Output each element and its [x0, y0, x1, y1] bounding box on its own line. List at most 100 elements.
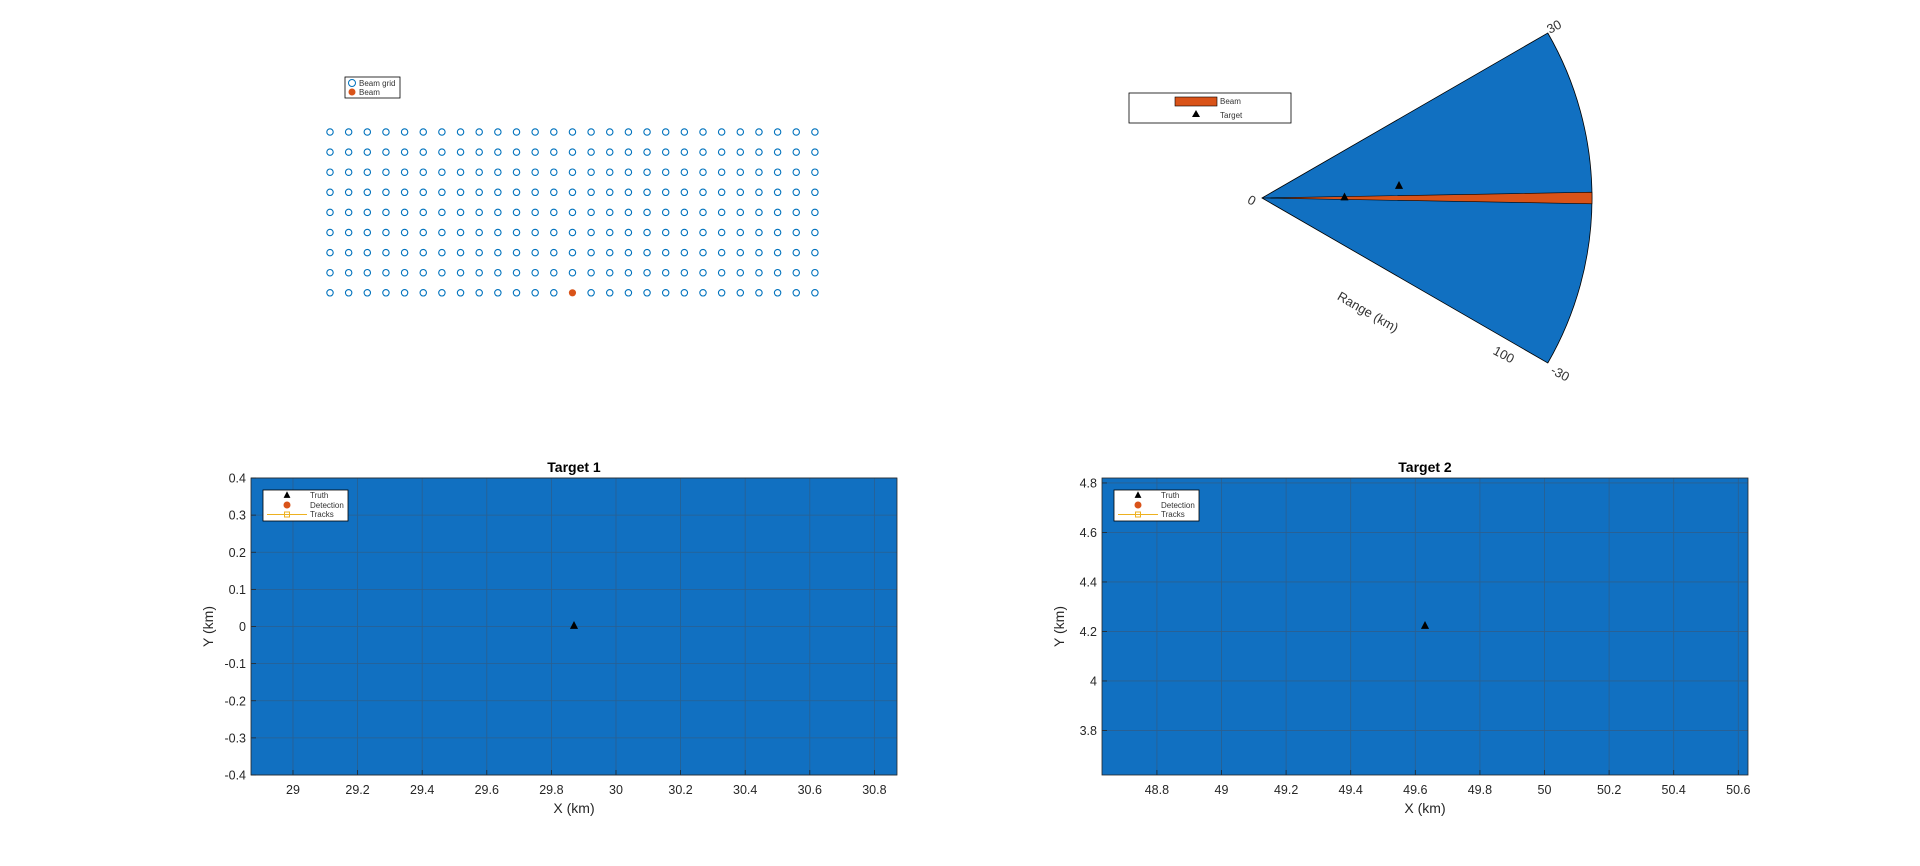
y-tick-label: -0.2	[224, 694, 246, 708]
beam-grid-point	[680, 248, 689, 257]
x-tick-label: 29.6	[475, 783, 499, 797]
beam-grid-point	[699, 228, 707, 237]
x-tick-label: 50.6	[1726, 783, 1750, 797]
legend-label-polar-beam: Beam	[1220, 97, 1241, 106]
beam-grid-point	[494, 188, 502, 197]
beam-grid-point	[699, 168, 707, 176]
beam-grid-point	[717, 128, 726, 136]
beam-grid-point	[456, 289, 465, 297]
beam-grid-point	[382, 289, 390, 297]
beam-grid-point	[512, 248, 521, 257]
target-2-axes-frame	[1101, 477, 1749, 776]
beam-grid-point	[326, 248, 334, 257]
legend-marker-beam-grid	[348, 79, 356, 87]
beam-grid-point	[400, 208, 409, 217]
beam-grid-point	[755, 188, 763, 197]
beam-grid-point	[736, 228, 745, 237]
beam-grid-point	[587, 248, 595, 257]
y-tick-label: 4	[1090, 674, 1097, 688]
legend-marker-tracks	[284, 511, 290, 518]
beam-grid-point	[531, 148, 539, 156]
beam-grid-point	[680, 268, 689, 277]
beam-grid-point	[605, 289, 614, 297]
beam-grid-point	[699, 268, 707, 277]
beam-grid-points	[326, 128, 819, 297]
y-tick-label: 3.8	[1080, 724, 1097, 738]
beam-grid-point	[344, 289, 353, 297]
beam-grid-point	[475, 128, 483, 136]
legend-marker-target	[1192, 110, 1200, 117]
beam-grid-point	[605, 208, 614, 217]
target-2-x-ticks: 48.8 49 49.2 49.4 49.6 49.8 50 50.2 50.4 50.6	[1145, 783, 1751, 797]
legend-label-tracks: Tracks	[310, 510, 334, 519]
beam-grid-point	[419, 248, 427, 257]
beam-grid-point	[512, 128, 521, 136]
beam-grid-point	[512, 188, 521, 197]
beam-grid-point	[475, 228, 483, 237]
beam-grid-point	[363, 208, 372, 217]
beam-grid-point	[326, 168, 334, 176]
beam-grid-point	[438, 148, 446, 156]
beam-grid-point	[568, 248, 577, 257]
beam-grid-point	[438, 248, 446, 257]
beam-grid-point	[792, 148, 800, 156]
beam-grid-point	[717, 289, 726, 297]
beam-grid-point	[438, 289, 446, 297]
beam-grid-point	[643, 128, 651, 136]
beam-grid-point	[456, 208, 465, 217]
beam-grid-point	[344, 208, 353, 217]
beam-grid-point	[400, 128, 409, 136]
beam-sector	[1261, 191, 1593, 205]
x-tick-label: 50.4	[1662, 783, 1686, 797]
beam-grid-point	[773, 148, 782, 156]
beam-grid-point	[755, 228, 763, 237]
beam-grid-point	[587, 268, 595, 277]
legend-marker-truth	[1134, 491, 1142, 498]
beam-grid-point	[811, 268, 819, 277]
beam-grid-point	[624, 228, 633, 237]
beam-grid-point	[792, 188, 800, 197]
beam-grid-plot: Beam grid Beam	[326, 76, 819, 297]
beam-grid-point	[438, 168, 446, 176]
beam-grid-point	[587, 168, 595, 176]
beam-grid-point	[550, 188, 558, 197]
beam-grid-point	[419, 228, 427, 237]
beam-grid-point	[531, 168, 539, 176]
legend-marker-beam	[348, 88, 356, 96]
beam-grid-point	[643, 148, 651, 156]
beam-grid-point	[326, 208, 334, 217]
beam-grid-point	[717, 188, 726, 197]
beam-grid-point	[344, 228, 353, 237]
beam-grid-point	[811, 188, 819, 197]
beam-grid-point	[344, 168, 353, 176]
target-1-x-label: X (km)	[553, 800, 594, 816]
beam-grid-point	[326, 289, 334, 297]
beam-grid-point	[736, 268, 745, 277]
beam-grid-point	[811, 208, 819, 217]
beam-grid-point	[773, 188, 782, 197]
beam-grid-point	[792, 228, 800, 237]
beam-grid-point	[811, 128, 819, 136]
beam-grid-point	[624, 208, 633, 217]
radius-axis-label: Range (km)	[1335, 289, 1401, 336]
x-tick-label: 30.2	[668, 783, 692, 797]
beam-grid-point	[475, 289, 483, 297]
y-tick-label: 0.2	[229, 546, 246, 560]
beam-grid-point	[419, 289, 427, 297]
beam-grid-point	[605, 188, 614, 197]
beam-grid-point	[400, 228, 409, 237]
beam-grid-point	[568, 228, 577, 237]
beam-grid-point	[680, 168, 689, 176]
beam-grid-point	[587, 289, 595, 297]
beam-grid-legend-box	[344, 76, 401, 99]
beam-grid-point	[717, 208, 726, 217]
legend-marker-detection	[1134, 501, 1142, 509]
target-1-axes-frame	[250, 477, 898, 776]
beam-grid-point	[531, 248, 539, 257]
beam-grid-point	[456, 228, 465, 237]
target-2-y-ticks: 4.8 4.6 4.4 4.2 4 3.8	[1080, 476, 1097, 738]
beam-grid-point	[456, 128, 465, 136]
beam-grid-point	[382, 248, 390, 257]
beam-grid-point	[400, 148, 409, 156]
